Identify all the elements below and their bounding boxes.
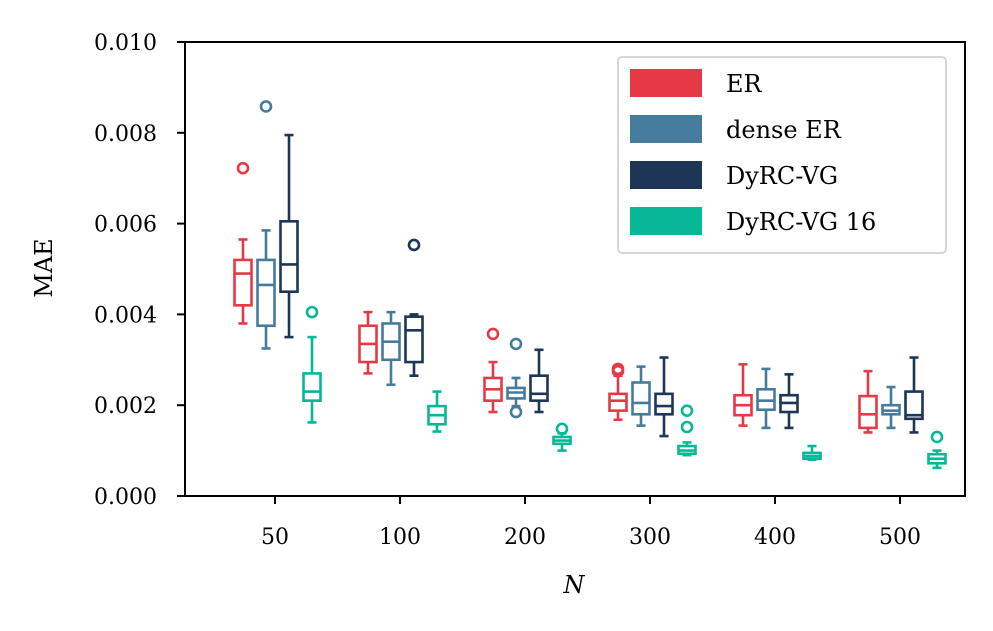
legend-swatch — [630, 115, 702, 143]
legend-box — [617, 56, 947, 254]
box-3-4 — [802, 444, 822, 461]
box-body — [654, 392, 674, 416]
outlier-point — [680, 420, 694, 434]
x-tick-label: 500 — [879, 525, 921, 550]
box-body — [904, 390, 924, 421]
box-1-0 — [256, 100, 276, 350]
outlier-point — [680, 404, 694, 417]
legend-label: dense ER — [726, 116, 842, 144]
box-3-1 — [427, 390, 447, 433]
y-tick-label: 0.006 — [94, 213, 157, 238]
legend-label: DyRC-VG — [726, 162, 838, 190]
box-0-5 — [858, 369, 878, 434]
box-3-3 — [677, 404, 697, 457]
legend-label: DyRC-VG 16 — [726, 208, 876, 236]
outlier-point — [486, 327, 500, 341]
box-1-3 — [631, 365, 651, 427]
box-0-0 — [233, 161, 253, 325]
legend-swatch — [630, 69, 702, 97]
box-2-1 — [404, 238, 424, 377]
legend: ER dense ER DyRC-VG DyRC-VG 16 — [617, 56, 947, 254]
axes-layer: 0.000 0.002 0.004 0.006 0.008 0.010 50 100 200 30… — [94, 31, 966, 550]
box-1-4 — [756, 367, 776, 430]
box-2-0 — [279, 133, 299, 339]
box-body — [858, 394, 878, 430]
box-body — [529, 374, 549, 402]
box-3-0 — [302, 305, 322, 424]
box-body — [279, 220, 299, 294]
box-2-2 — [529, 348, 549, 414]
x-tick-label: 300 — [629, 525, 671, 550]
y-axis-label: MAE — [30, 238, 58, 297]
x-tick-label: 100 — [379, 525, 421, 550]
outlier-point — [236, 161, 250, 175]
outlier-point — [611, 362, 625, 376]
box-body — [608, 392, 628, 412]
x-tick-label: 400 — [754, 525, 796, 550]
outlier-point — [407, 238, 421, 252]
outlier-point — [930, 430, 944, 444]
plot-frame — [184, 41, 966, 497]
box-1-2 — [506, 337, 526, 419]
legend-label: ER — [726, 70, 763, 98]
box-3-2 — [552, 422, 572, 452]
outlier-point — [509, 405, 523, 419]
box-2-3 — [654, 356, 674, 438]
legend-swatch — [630, 161, 702, 189]
outlier-point — [305, 305, 319, 319]
y-tick-label: 0.000 — [94, 485, 157, 510]
box-2-4 — [779, 373, 799, 430]
box-2-5 — [904, 356, 924, 434]
y-tick-label: 0.008 — [94, 122, 157, 147]
outlier-point — [259, 100, 273, 113]
outlier-point — [509, 337, 523, 351]
x-tick-label: 200 — [504, 525, 546, 550]
plot-layer — [233, 100, 947, 470]
box-body — [631, 381, 651, 416]
outlier-point — [555, 422, 569, 436]
x-axis-label: N — [563, 571, 586, 599]
box-0-4 — [733, 363, 753, 427]
box-0-3 — [608, 362, 628, 422]
x-tick-label: 50 — [261, 525, 289, 550]
y-tick-label: 0.010 — [94, 31, 157, 56]
box-0-2 — [483, 327, 503, 414]
y-tick-label: 0.004 — [94, 303, 157, 328]
box-3-5 — [927, 430, 947, 470]
legend-swatch — [630, 207, 702, 235]
y-tick-label: 0.002 — [94, 394, 157, 419]
box-1-1 — [381, 310, 401, 387]
box-1-5 — [881, 385, 901, 430]
box-body — [404, 315, 424, 364]
box-0-1 — [358, 310, 378, 375]
box-body — [302, 372, 322, 402]
box-body — [233, 258, 253, 307]
box-body — [256, 258, 276, 328]
